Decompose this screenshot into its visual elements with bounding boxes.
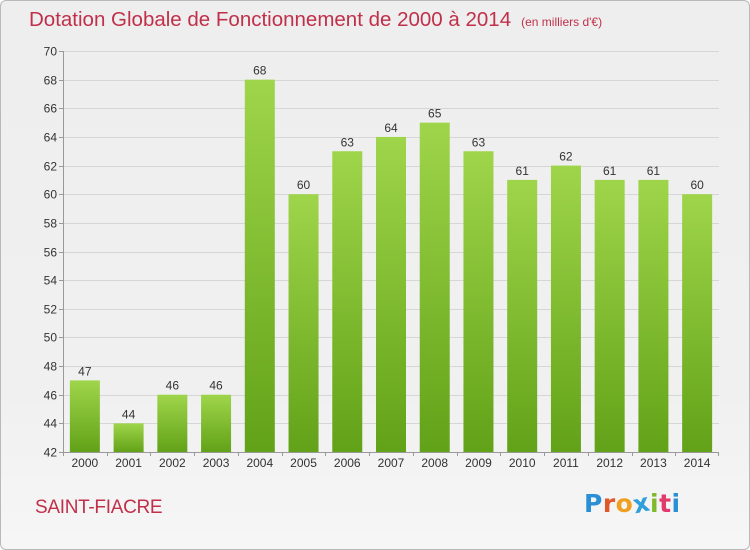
- value-label-2009: 63: [472, 135, 486, 149]
- logo-letter: o: [615, 489, 634, 518]
- x-tick-label-2012: 2012: [596, 456, 623, 470]
- bar-2009: [463, 151, 494, 452]
- x-tick-label-2011: 2011: [553, 456, 579, 470]
- value-label-2004: 68: [253, 64, 267, 78]
- value-label-2008: 65: [428, 107, 442, 121]
- x-tick-label-2005: 2005: [290, 456, 317, 470]
- proxiti-logo: Proxiti: [584, 488, 681, 520]
- bars: [69, 79, 713, 453]
- x-tick-label-2009: 2009: [465, 456, 492, 470]
- labels: 42 44 46 48 50 52 54 56 58 60 62 64 66 68 70 47 2000 44 20…: [44, 45, 711, 471]
- y-tick-label: 50: [44, 331, 58, 345]
- y-tick-label: 48: [44, 360, 58, 374]
- y-tick-label: 66: [44, 102, 58, 116]
- y-tick-label: 60: [44, 188, 58, 202]
- bar-2005: [288, 194, 319, 452]
- chart-unit: (en milliers d'€): [521, 15, 603, 29]
- x-tick-label-2014: 2014: [684, 456, 711, 470]
- bar-2006: [332, 151, 363, 452]
- value-label-2005: 60: [297, 178, 311, 192]
- y-tick-label: 64: [44, 131, 58, 145]
- value-label-2011: 62: [559, 150, 573, 164]
- bar-2013: [638, 179, 669, 452]
- y-tick-label: 68: [44, 74, 58, 88]
- bar-2001: [113, 423, 144, 452]
- chart-title-text: Dotation Globale de Fonctionnement de 20…: [29, 8, 512, 31]
- x-tick-label-2013: 2013: [640, 456, 667, 470]
- value-label-2012: 61: [603, 164, 617, 178]
- bar-2000: [69, 380, 100, 452]
- x-tick-label-2006: 2006: [334, 456, 361, 470]
- value-label-2010: 61: [516, 164, 530, 178]
- value-label-2006: 63: [341, 135, 355, 149]
- logo-letter: t: [659, 489, 672, 518]
- y-tick-label: 42: [44, 446, 58, 460]
- x-tick-label-2004: 2004: [246, 456, 273, 470]
- bar-2010: [507, 179, 538, 452]
- x-tick-label-2001: 2001: [115, 456, 142, 470]
- x-tick-label-2010: 2010: [509, 456, 536, 470]
- logo-letter: r: [602, 489, 616, 518]
- axes: [59, 51, 719, 456]
- x-tick-label-2008: 2008: [421, 456, 448, 470]
- chart-title: Dotation Globale de Fonctionnement de 20…: [29, 8, 602, 32]
- y-tick-label: 46: [44, 389, 58, 403]
- value-label-2001: 44: [122, 407, 136, 421]
- logo-letter: i: [650, 489, 660, 518]
- y-tick-label: 44: [44, 417, 58, 431]
- value-label-2013: 61: [647, 164, 661, 178]
- logo-letter: i: [671, 489, 681, 518]
- y-tick-label: 56: [44, 246, 58, 260]
- y-tick-label: 52: [44, 303, 58, 317]
- value-label-2000: 47: [78, 364, 92, 378]
- bar-2004: [244, 79, 275, 453]
- value-label-2014: 60: [690, 178, 704, 192]
- x-tick-label-2002: 2002: [159, 456, 186, 470]
- y-tick-label: 70: [44, 45, 58, 59]
- x-tick-label-2000: 2000: [72, 456, 99, 470]
- bar-2014: [682, 194, 713, 452]
- bar-2007: [376, 136, 406, 452]
- x-tick-label-2007: 2007: [378, 456, 405, 470]
- bar-2008: [419, 122, 450, 452]
- bar-2002: [157, 394, 188, 452]
- logo-letter: P: [584, 489, 603, 518]
- y-tick-label: 54: [44, 274, 58, 288]
- y-tick-label: 62: [44, 160, 58, 174]
- bar-2012: [594, 179, 625, 452]
- bar-2011: [550, 165, 581, 453]
- value-label-2003: 46: [209, 379, 223, 393]
- commune-name: SAINT-FIACRE: [35, 497, 163, 518]
- y-tick-label: 58: [44, 217, 58, 231]
- value-label-2007: 64: [384, 121, 398, 135]
- x-tick-label-2003: 2003: [203, 456, 230, 470]
- value-label-2002: 46: [166, 379, 180, 393]
- bar-2003: [201, 394, 232, 452]
